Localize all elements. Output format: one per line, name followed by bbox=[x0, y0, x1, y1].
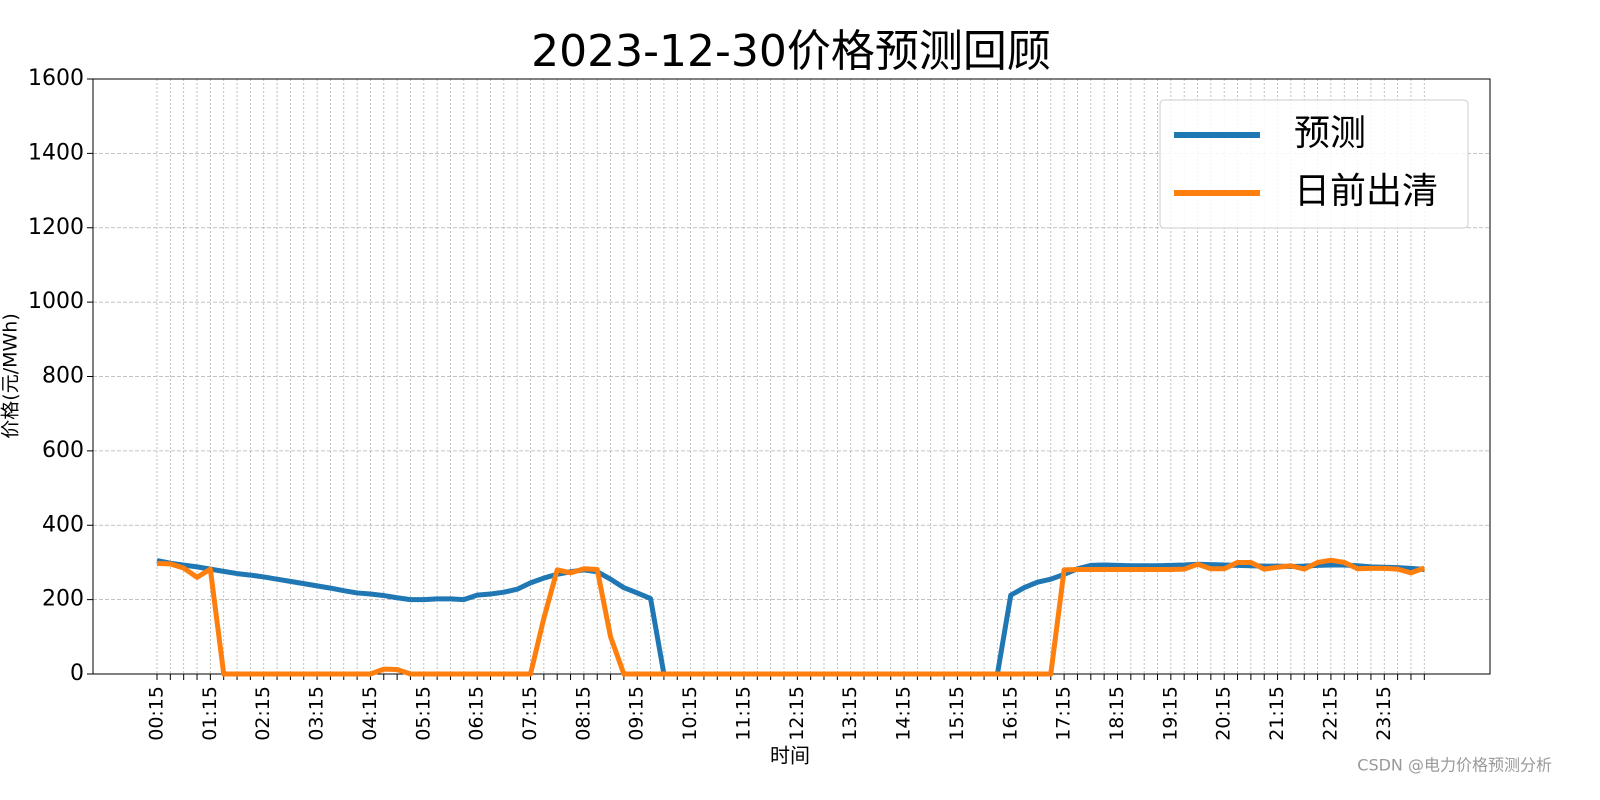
y-tick-label: 200 bbox=[42, 587, 84, 612]
x-tick-label: 20:15 bbox=[1213, 686, 1235, 741]
x-tick-label: 17:15 bbox=[1053, 686, 1075, 741]
x-tick-label: 18:15 bbox=[1106, 686, 1128, 741]
x-tick-label: 07:15 bbox=[519, 686, 541, 741]
x-tick-label: 19:15 bbox=[1159, 686, 1181, 741]
x-tick-label: 11:15 bbox=[732, 686, 754, 741]
legend-label: 预测 bbox=[1294, 113, 1366, 154]
x-tick-label: 14:15 bbox=[893, 686, 915, 741]
watermark: CSDN @电力价格预测分析 bbox=[1357, 756, 1552, 775]
x-tick-label: 00:15 bbox=[146, 686, 168, 741]
x-tick-label: 01:15 bbox=[199, 686, 221, 741]
x-tick-label: 12:15 bbox=[786, 686, 808, 741]
x-tick-label: 02:15 bbox=[252, 686, 274, 741]
x-tick-label: 10:15 bbox=[679, 686, 701, 741]
chart-title: 2023-12-30价格预测回顾 bbox=[531, 26, 1051, 77]
legend-label: 日前出清 bbox=[1294, 171, 1438, 212]
x-tick-label: 03:15 bbox=[306, 686, 328, 741]
y-tick-label: 800 bbox=[42, 364, 84, 389]
x-tick-label: 22:15 bbox=[1319, 686, 1341, 741]
y-tick-label: 1400 bbox=[28, 140, 84, 165]
x-tick-label: 23:15 bbox=[1373, 686, 1395, 741]
x-tick-label: 16:15 bbox=[999, 686, 1021, 741]
x-tick-label: 21:15 bbox=[1266, 686, 1288, 741]
x-axis-label: 时间 bbox=[770, 744, 810, 768]
x-tick-label: 05:15 bbox=[412, 686, 434, 741]
x-tick-label: 13:15 bbox=[839, 686, 861, 741]
y-tick-label: 1200 bbox=[28, 215, 84, 240]
x-tick-label: 09:15 bbox=[626, 686, 648, 741]
x-tick-label: 08:15 bbox=[572, 686, 594, 741]
x-tick-label: 04:15 bbox=[359, 686, 381, 741]
y-tick-label: 1000 bbox=[28, 289, 84, 314]
y-tick-label: 400 bbox=[42, 512, 84, 537]
series-line bbox=[156, 557, 1426, 677]
y-axis-label: 价格(元/MWh) bbox=[0, 313, 22, 438]
x-tick-label: 15:15 bbox=[946, 686, 968, 741]
y-tick-label: 1600 bbox=[28, 66, 84, 91]
x-tick-label: 06:15 bbox=[466, 686, 488, 741]
y-tick-label: 600 bbox=[42, 438, 84, 463]
y-tick-label: 0 bbox=[70, 661, 84, 686]
